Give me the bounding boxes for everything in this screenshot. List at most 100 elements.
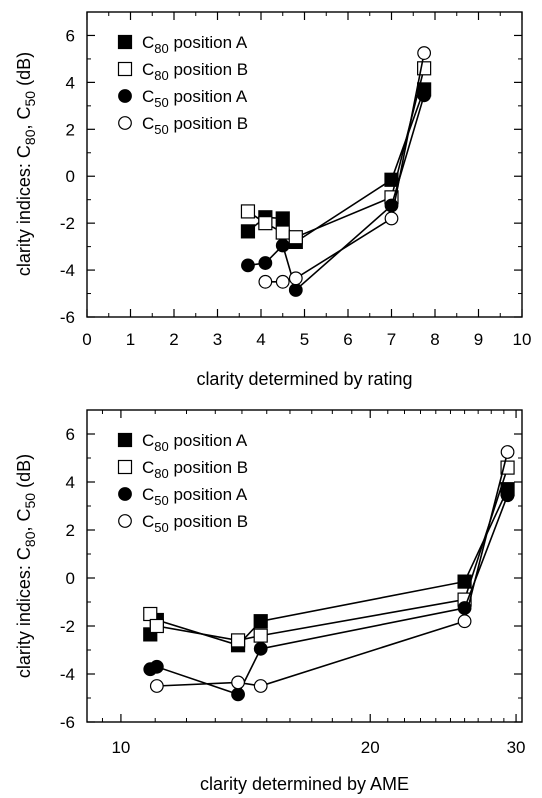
x-tick-label: 5 [300, 330, 309, 349]
data-point [500, 488, 515, 503]
legend-label-part: C [142, 87, 154, 106]
y-tick-label: 0 [66, 167, 75, 186]
y-label-subscript: 50 [22, 91, 38, 107]
legend-label: C50 position A [142, 87, 248, 110]
legend-label-part: C [142, 458, 154, 477]
legend-label-part: C [142, 114, 154, 133]
y-tick-label: 2 [66, 120, 75, 139]
y-tick-label: 4 [66, 473, 75, 492]
series-1 [143, 482, 515, 653]
data-point [149, 618, 164, 634]
series-3 [241, 88, 432, 297]
data-point [275, 211, 290, 226]
legend-label-part: C [142, 485, 154, 504]
legend-label: C80 position B [142, 458, 248, 481]
data-point [149, 659, 164, 674]
x-tick-label: 6 [343, 330, 352, 349]
data-point [288, 271, 303, 286]
y-label-part: (dB) [14, 454, 34, 493]
legend-marker [117, 432, 133, 448]
x-tick-label: 10 [111, 738, 130, 757]
legend-marker [118, 89, 132, 103]
y-tick-label: -2 [60, 214, 75, 233]
legend-label-subscript: 80 [154, 439, 168, 454]
x-axis-label: clarity determined by rating [196, 369, 412, 389]
y-label-part: (dB) [14, 52, 34, 91]
legend-label: C80 position A [142, 33, 248, 56]
legend-label-subscript: 50 [154, 493, 168, 508]
data-point [149, 679, 164, 693]
y-label-subscript: 80 [22, 531, 38, 547]
data-point [230, 633, 246, 648]
data-point [253, 614, 268, 629]
y-label-part: , C [14, 508, 34, 531]
y-tick-label: -4 [60, 665, 75, 684]
x-tick-label: 30 [507, 738, 526, 757]
y-tick-label: 6 [66, 425, 75, 444]
data-point [288, 283, 303, 297]
legend-label-part: position B [169, 512, 248, 531]
x-tick-label: 10 [513, 330, 532, 349]
legend-label-part: C [142, 60, 154, 79]
legend-marker [117, 61, 133, 77]
series-line [247, 68, 425, 239]
chart-2: -6 -4 -2 0 2 4 6 10 20 30 clarity determined by AM… [14, 409, 526, 794]
data-point [258, 216, 273, 231]
y-tick-label: 0 [66, 569, 75, 588]
legend-marker [117, 34, 133, 50]
x-axis-label: clarity determined by AME [200, 774, 409, 794]
y-axis-label: clarity indices: C80, C50 (dB) [14, 454, 38, 678]
legend-label-part: position B [169, 458, 248, 477]
legend-label-subscript: 80 [154, 41, 168, 56]
data-point [240, 204, 256, 219]
legend-label-part: position A [169, 485, 248, 504]
y-label-part: , C [14, 106, 34, 129]
legend-marker [118, 514, 132, 528]
data-point [275, 238, 290, 253]
plot-frame [86, 11, 523, 318]
legend-label: C50 position A [142, 485, 248, 508]
x-tick-label: 1 [126, 330, 135, 349]
legend-label-part: position A [169, 33, 248, 52]
y-label-subscript: 80 [22, 129, 38, 145]
y-axis-label: clarity indices: C80, C50 (dB) [14, 52, 38, 276]
legend-marker [118, 116, 132, 130]
data-point [241, 258, 255, 273]
chart-1: -6 -4 -2 0 2 4 6 0 1 2 3 4 5 6 7 8 9 10 clarity determined… [14, 11, 532, 389]
x-tick-label: 7 [387, 330, 396, 349]
data-point [384, 198, 399, 213]
legend-label: C50 position B [142, 114, 248, 137]
legend-label: C50 position B [142, 512, 248, 535]
legend-label: C80 position B [142, 60, 248, 83]
series-2 [240, 61, 432, 245]
data-point [417, 46, 432, 60]
y-tick-label: -2 [60, 617, 75, 636]
y-tick-label: -4 [60, 261, 75, 280]
legend-marker [117, 459, 133, 475]
x-tick-label: 8 [430, 330, 439, 349]
legend-label-part: C [142, 431, 154, 450]
data-point [275, 274, 290, 289]
x-tick-label: 9 [474, 330, 483, 349]
data-point [457, 614, 472, 629]
legend-label: C80 position A [142, 431, 248, 454]
series-4 [258, 46, 432, 289]
legend-label-part: C [142, 512, 154, 531]
legend-label-part: position B [169, 114, 248, 133]
data-point [275, 225, 290, 240]
y-tick-label: -6 [60, 308, 75, 327]
data-point [253, 679, 268, 693]
data-point [258, 256, 273, 270]
x-tick-label: 4 [256, 330, 265, 349]
legend-marker [118, 487, 132, 501]
y-label-part: clarity indices: C [14, 145, 34, 276]
x-tick-label: 3 [213, 330, 222, 349]
y-tick-label: -6 [60, 713, 75, 732]
data-point [231, 687, 245, 702]
y-label-part: clarity indices: C [14, 547, 34, 678]
x-tick-label: 0 [82, 330, 91, 349]
legend-label-part: position B [169, 60, 248, 79]
